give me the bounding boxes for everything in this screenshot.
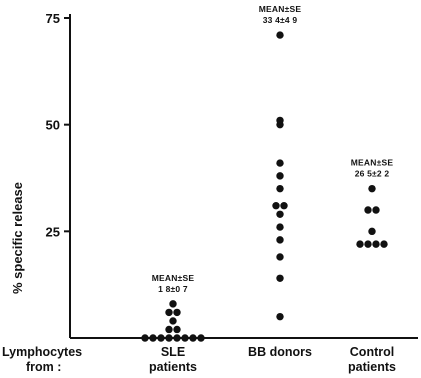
data-point [169,317,177,325]
mean-se-annotation: MEAN±SE [152,273,195,283]
data-point [157,334,165,342]
mean-se-annotation: 1 8±0 7 [158,284,188,294]
data-point [368,184,376,193]
data-point [149,334,157,342]
data-point [276,236,284,244]
y-tick-label: 50 [46,118,60,133]
data-point [181,334,189,342]
data-point [173,334,181,342]
data-point [364,240,372,248]
data-point [276,159,284,167]
category-label: patients [149,360,197,374]
data-point [276,172,284,180]
y-tick-label: 75 [46,11,60,26]
data-point [276,31,284,39]
category-label: SLE [161,345,185,359]
data-point [165,325,173,334]
data-point [276,210,284,218]
x-prefix-line-2: from : [26,360,61,374]
data-point [165,334,173,342]
data-point [280,202,288,210]
data-point [276,116,284,125]
data-point [173,325,181,334]
category-label: patients [348,360,396,374]
data-point [276,253,284,261]
data-point [189,334,197,342]
data-point [276,312,284,321]
mean-se-annotation: MEAN±SE [351,158,394,168]
data-point [272,202,280,210]
data-point [356,240,364,248]
category-label: BB donors [248,345,312,359]
data-point [276,274,284,282]
mean-se-annotation: 33 4±4 9 [263,15,298,25]
data-point [173,308,181,317]
category-label: Control [350,345,394,359]
data-point [169,300,177,308]
y-axis-label: % specific release [10,182,25,294]
mean-se-annotation: 26 5±2 2 [355,169,390,179]
data-point [276,223,284,231]
data-point [197,334,205,342]
data-point [141,334,149,342]
data-point [368,227,376,236]
data-point [372,240,380,248]
y-tick-label: 25 [46,224,60,239]
data-point [276,184,284,193]
data-point [380,240,388,248]
data-point [372,206,380,214]
data-point [364,206,372,214]
data-point [165,308,173,317]
x-prefix-line-1: Lymphocytes [2,345,82,359]
mean-se-annotation: MEAN±SE [259,4,302,14]
